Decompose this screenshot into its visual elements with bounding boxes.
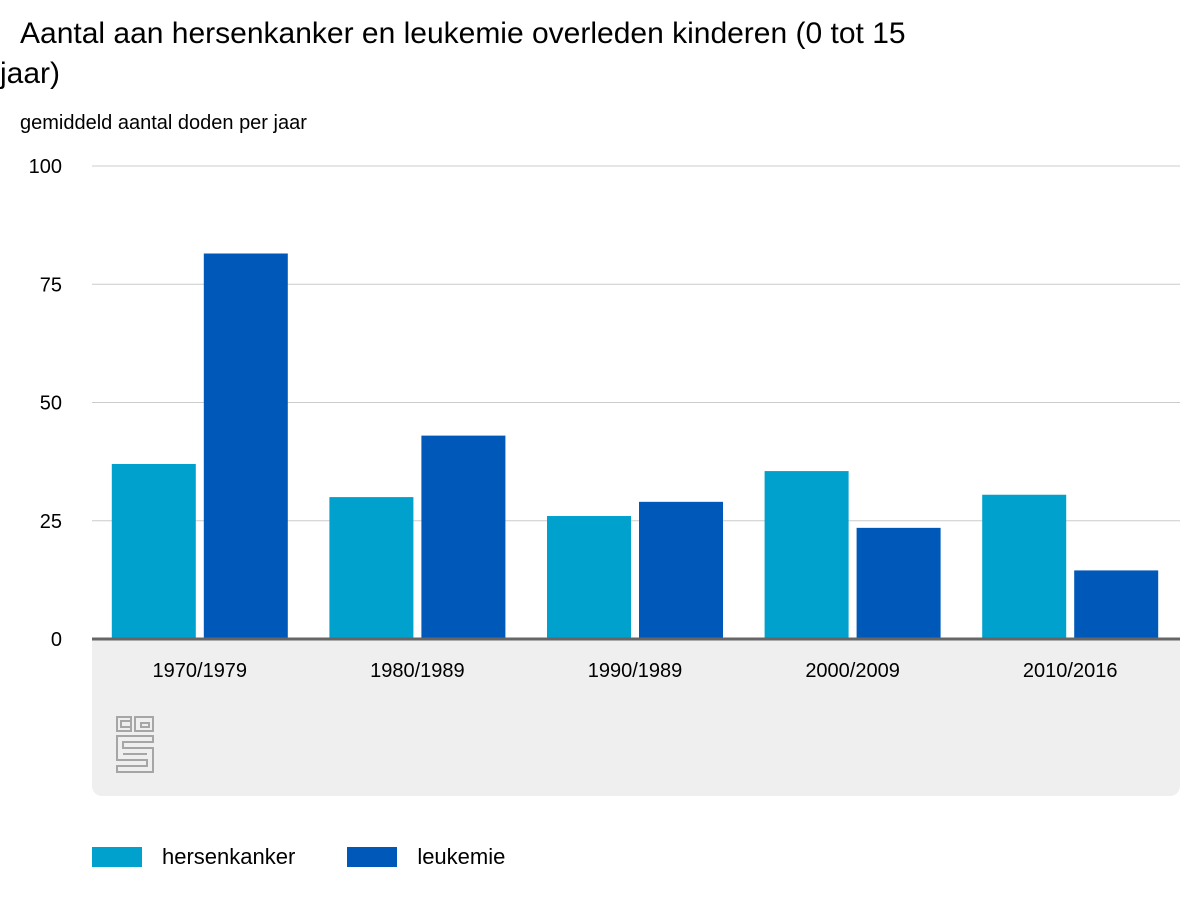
bar-hersenkanker bbox=[111, 463, 196, 639]
x-tick-label: 2010/2016 bbox=[1023, 660, 1118, 682]
bar-hersenkanker bbox=[764, 471, 849, 639]
y-tick-labels: 0 25 50 75 100 bbox=[29, 156, 62, 651]
x-tick-label: 1970/1979 bbox=[153, 660, 248, 682]
legend-item-leukemie: leukemie bbox=[347, 844, 505, 870]
bar-leukemie bbox=[421, 435, 506, 639]
legend-label-hersenkanker: hersenkanker bbox=[162, 844, 296, 869]
legend-swatch-hersenkanker bbox=[92, 847, 142, 867]
cbs-logo bbox=[116, 716, 154, 773]
chart-title: Aantal aan hersenkanker en leukemie over… bbox=[0, 17, 906, 90]
bar-hersenkanker bbox=[547, 516, 631, 639]
y-tick-label: 75 bbox=[40, 274, 62, 296]
y-tick-label: 50 bbox=[40, 393, 62, 415]
legend-label-leukemie: leukemie bbox=[417, 844, 506, 869]
x-axis-panel-top bbox=[92, 640, 1180, 660]
bar-leukemie bbox=[639, 501, 723, 639]
y-tick-label: 0 bbox=[51, 629, 62, 651]
bar-hersenkanker bbox=[982, 494, 1067, 639]
bars bbox=[111, 253, 1159, 639]
x-tick-label: 1990/1989 bbox=[588, 660, 683, 682]
x-axis-panel bbox=[92, 640, 1180, 796]
bar-leukemie bbox=[203, 253, 288, 639]
legend-swatch-leukemie bbox=[347, 847, 398, 867]
x-tick-labels: 1970/1979 1980/1989 1990/1989 2000/2009 2010… bbox=[153, 660, 1118, 682]
bar-leukemie bbox=[856, 527, 941, 639]
y-tick-label: 100 bbox=[29, 156, 62, 178]
bar-leukemie bbox=[1074, 570, 1159, 639]
x-tick-label: 2000/2009 bbox=[805, 660, 900, 682]
bar-hersenkanker bbox=[329, 497, 414, 639]
legend-item-hersenkanker: hersenkanker bbox=[92, 844, 295, 870]
y-tick-label: 25 bbox=[40, 511, 62, 533]
x-tick-label: 1980/1989 bbox=[370, 660, 465, 682]
y-axis-label: gemiddeld aantal doden per jaar bbox=[20, 112, 307, 134]
legend: hersenkanker leukemie bbox=[92, 844, 557, 870]
